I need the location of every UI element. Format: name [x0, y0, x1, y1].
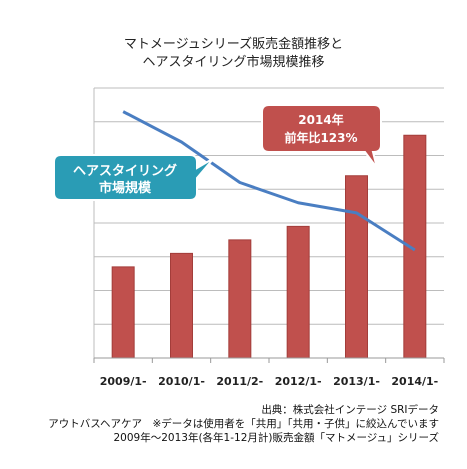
market-size-callout-line-1: ヘアスタイリング: [73, 163, 177, 179]
period-note: 2009年～2013年(各年1-12月計)販売金額「マトメージュ」シリーズ: [113, 432, 440, 444]
market-size-callout: ヘアスタイリング 市場規模: [53, 154, 215, 201]
bar: [170, 252, 193, 359]
x-tick-label: 2012/1-: [275, 375, 322, 388]
bar: [345, 175, 368, 359]
x-tick-label: 2009/1-: [100, 375, 147, 388]
market-size-callout-bubble: [53, 154, 215, 201]
x-tick-label: 2013/1-: [333, 375, 380, 388]
growth-callout-bubble: [261, 104, 382, 169]
x-axis-ticks: 2009/1- 2010/1- 2011/2- 2012/1- 2013/1- 2014/…: [100, 375, 439, 388]
plot-frame: [93, 88, 445, 363]
source-note: 出典：株式会社インテージ SRIデータ: [261, 404, 439, 416]
bar-series: [111, 134, 427, 359]
chart-title-line-1: マトメージュシリーズ販売金額推移と: [123, 37, 344, 52]
bar: [286, 225, 310, 359]
x-tick-label: 2014/1-: [391, 375, 438, 388]
bar: [111, 266, 135, 359]
bar: [228, 239, 252, 359]
growth-callout-line-1: 2014年: [298, 112, 343, 127]
scope-note: アウトバスヘアケア ※データは使用者を「共用」「共用・子供」に絞込んでいます: [48, 418, 439, 430]
x-tick-label: 2010/1-: [158, 375, 205, 388]
market-size-line: [122, 110, 416, 252]
growth-callout: 2014年 前年比123%: [261, 104, 382, 169]
chart-title-line-2: ヘアスタイリング市場規模推移: [142, 55, 325, 70]
market-size-callout-line-2: 市場規模: [99, 180, 152, 196]
growth-callout-line-2: 前年比123%: [284, 130, 357, 145]
x-tick-label: 2011/2-: [216, 375, 263, 388]
